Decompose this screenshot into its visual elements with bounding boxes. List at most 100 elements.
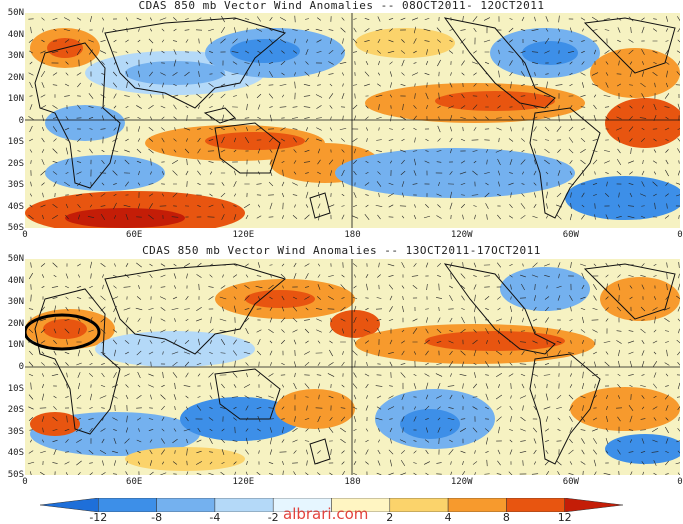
wind-arrow	[306, 204, 308, 207]
wind-arrow	[172, 308, 179, 309]
wind-arrow	[102, 18, 104, 21]
wind-arrow	[256, 184, 261, 185]
wind-arrow	[114, 40, 117, 42]
wind-arrow	[125, 40, 128, 42]
wind-anomaly-map-top	[25, 13, 680, 228]
wind-arrow	[570, 461, 572, 464]
wind-arrow	[173, 372, 177, 377]
wind-arrow	[353, 205, 357, 207]
wind-arrow	[678, 138, 680, 141]
wind-arrow	[41, 95, 45, 98]
lon-label: 0	[677, 230, 682, 240]
wind-arrow	[41, 71, 45, 77]
wind-arrow	[532, 216, 537, 218]
wind-arrow	[100, 396, 106, 399]
wind-arrow	[617, 171, 621, 174]
wind-arrow	[304, 107, 310, 108]
wind-arrow	[425, 309, 429, 310]
wind-arrow	[246, 472, 248, 475]
wind-arrow	[30, 82, 33, 88]
wind-arrow	[174, 273, 176, 278]
wind-arrow	[677, 51, 680, 54]
wind-arrow	[377, 396, 381, 398]
wind-arrow	[29, 395, 33, 400]
wind-arrow	[522, 318, 523, 322]
wind-arrow	[221, 285, 225, 288]
wind-arrow	[138, 138, 140, 141]
wind-arrow	[173, 171, 178, 176]
wind-arrow	[510, 317, 512, 324]
wind-arrow	[667, 262, 668, 267]
wind-arrow	[450, 127, 451, 132]
wind-arrow	[475, 295, 476, 302]
wind-arrow	[150, 29, 152, 32]
wind-arrow	[103, 285, 104, 289]
wind-arrow	[581, 128, 585, 130]
wind-arrow	[390, 296, 392, 300]
wind-arrow	[377, 298, 382, 299]
wind-arrow	[604, 150, 610, 151]
wind-arrow	[604, 95, 611, 96]
wind-arrow	[222, 182, 224, 185]
wind-arrow	[126, 51, 128, 53]
wind-arrow	[269, 462, 273, 463]
wind-arrow	[342, 462, 345, 465]
wind-arrow	[30, 194, 32, 197]
wind-arrow	[510, 406, 513, 410]
wind-arrow	[629, 172, 632, 175]
wind-arrow	[652, 428, 658, 432]
wind-arrow	[305, 329, 309, 333]
wind-arrow	[173, 297, 177, 299]
wind-arrow	[295, 373, 296, 377]
wind-arrow	[677, 351, 680, 355]
wind-arrow	[54, 351, 56, 355]
wind-arrow	[282, 95, 284, 98]
wind-arrow	[379, 263, 380, 268]
wind-arrow	[520, 364, 526, 365]
wind-arrow	[366, 429, 368, 432]
wind-arrow	[244, 384, 250, 387]
wind-arrow	[282, 461, 283, 465]
wind-arrow	[331, 117, 332, 120]
wind-arrow	[293, 215, 297, 218]
wind-arrow	[642, 27, 644, 33]
wind-arrow	[401, 73, 404, 76]
wind-arrow	[148, 105, 153, 108]
wind-arrow	[186, 95, 189, 96]
wind-arrow	[126, 384, 129, 387]
lat-label: 20N	[0, 319, 24, 329]
wind-arrow	[306, 450, 307, 455]
wind-arrow	[329, 473, 332, 475]
wind-arrow	[545, 317, 548, 322]
wind-arrow	[558, 262, 560, 267]
wind-arrow	[149, 264, 152, 266]
wind-arrow	[461, 471, 465, 475]
wind-arrow	[654, 264, 657, 265]
wind-arrow	[354, 416, 356, 422]
colorbar-label: -4	[209, 511, 220, 524]
wind-arrow	[89, 307, 93, 310]
wind-arrow	[257, 117, 260, 119]
wind-arrow	[463, 127, 464, 131]
wind-arrow	[679, 262, 680, 268]
wind-arrow	[461, 61, 464, 66]
wind-arrow	[270, 17, 273, 21]
wind-arrow	[247, 94, 248, 99]
wind-arrow	[367, 362, 368, 366]
wind-arrow	[125, 139, 128, 141]
wind-arrow	[365, 72, 369, 77]
wind-arrow	[29, 139, 33, 141]
wind-arrow	[30, 62, 32, 64]
wind-arrow	[221, 472, 226, 475]
wind-arrow	[628, 374, 633, 375]
wind-arrow	[366, 205, 369, 207]
wind-arrow	[269, 107, 272, 108]
wind-arrow	[235, 361, 236, 368]
colorbar-swatch	[98, 498, 156, 512]
wind-arrow	[593, 308, 598, 309]
wind-arrow	[667, 350, 668, 356]
wind-arrow	[257, 351, 261, 355]
wind-arrow	[677, 397, 680, 398]
wind-arrow	[497, 406, 502, 409]
wind-arrow	[653, 473, 656, 475]
